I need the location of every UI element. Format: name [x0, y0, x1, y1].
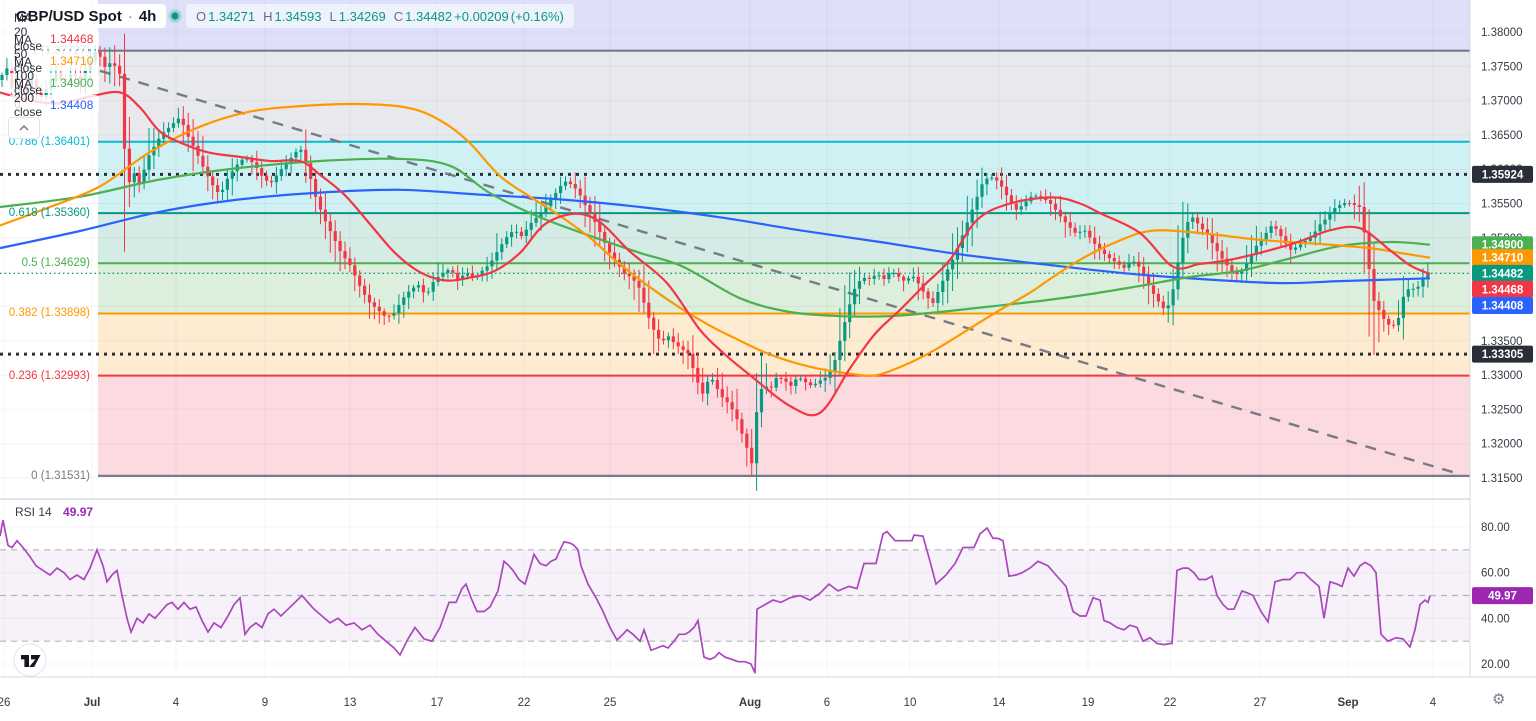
close-value: 1.34482	[405, 8, 453, 24]
svg-text:14: 14	[993, 697, 1006, 709]
rsi-legend[interactable]: RSI 14 49.97	[10, 504, 99, 520]
ma-200-label: MA 200 close 0	[14, 77, 43, 133]
svg-text:1.34710: 1.34710	[1482, 253, 1524, 265]
svg-text:Sep: Sep	[1337, 697, 1358, 709]
svg-text:1.33500: 1.33500	[1481, 336, 1523, 348]
svg-text:1.37000: 1.37000	[1481, 96, 1523, 108]
svg-text:40.00: 40.00	[1481, 613, 1510, 625]
svg-text:19: 19	[1082, 697, 1095, 709]
svg-text:1.34468: 1.34468	[1482, 284, 1524, 296]
svg-text:27: 27	[1254, 697, 1267, 709]
svg-text:4: 4	[173, 697, 180, 709]
svg-text:9: 9	[262, 697, 268, 709]
ma-50-legend[interactable]: MA 50 close 0 1.34710	[8, 33, 100, 89]
fib-label-0.382: 0.382 (1.33898)	[8, 307, 90, 319]
ma-200-value: 1.34408	[50, 98, 94, 112]
svg-text:1.35924: 1.35924	[1482, 169, 1524, 181]
fib-bands	[98, 0, 1470, 476]
ma100-line[interactable]	[0, 157, 1431, 318]
svg-text:1.34900: 1.34900	[1482, 240, 1524, 252]
fib-label-0.618: 0.618 (1.35360)	[8, 207, 90, 219]
ma-100-value: 1.34900	[50, 76, 94, 90]
svg-text:25: 25	[604, 697, 617, 709]
high-label: H	[263, 8, 273, 24]
chevron-up-icon	[19, 125, 29, 131]
svg-text:1.33305: 1.33305	[1482, 349, 1524, 361]
low-label: L	[329, 8, 337, 24]
open-label: O	[196, 8, 207, 24]
svg-text:13: 13	[344, 697, 357, 709]
svg-text:49.97: 49.97	[1488, 591, 1517, 603]
close-label: C	[393, 8, 404, 24]
trendline[interactable]	[99, 69, 1461, 476]
low-value: 1.34269	[338, 8, 386, 24]
svg-text:1.35500: 1.35500	[1481, 199, 1523, 211]
svg-text:Aug: Aug	[739, 697, 761, 709]
ma-50-value: 1.34710	[50, 54, 94, 68]
ma-50-label: MA 50 close 0	[14, 33, 43, 89]
svg-text:1.31500: 1.31500	[1481, 473, 1523, 485]
svg-text:60.00: 60.00	[1481, 568, 1510, 580]
ma50-line[interactable]	[0, 102, 1431, 377]
svg-text:Jul: Jul	[84, 697, 101, 709]
time-axis[interactable]	[0, 677, 1536, 721]
svg-text:1.32500: 1.32500	[1481, 404, 1523, 416]
svg-text:80.00: 80.00	[1481, 522, 1510, 534]
ma-20-legend[interactable]: MA 20 close 0 1.34468	[8, 11, 100, 67]
ma20-line[interactable]	[0, 90, 1431, 417]
rsi-axis-labels: 80.00 60.00 40.00 20.00	[1481, 522, 1510, 671]
symbol-interval: 4h	[138, 7, 157, 25]
price-axis[interactable]	[1470, 0, 1536, 677]
time-axis-labels: 26 Jul 4 9 13 17 22 25 Aug 6 10 14 19 22 27 Sep 4	[0, 697, 1437, 709]
svg-text:22: 22	[518, 697, 531, 709]
rsi-pane	[0, 519, 1470, 674]
high-value: 1.34593	[274, 8, 322, 24]
svg-text:17: 17	[431, 697, 444, 709]
svg-text:1.34482: 1.34482	[1482, 268, 1524, 280]
svg-text:1.34408: 1.34408	[1482, 301, 1524, 313]
svg-text:1.32000: 1.32000	[1481, 439, 1523, 451]
svg-text:26: 26	[0, 697, 10, 709]
ma-20-value: 1.34468	[50, 32, 94, 46]
rsi-label: RSI 14	[15, 505, 52, 519]
symbol-name: GBP/USD Spot	[16, 7, 122, 25]
fib-label-0: 0 (1.31531)	[31, 470, 90, 482]
symbol-title[interactable]: GBP/USD Spot · 4h	[6, 4, 167, 28]
svg-text:4: 4	[1430, 697, 1437, 709]
svg-text:10: 10	[904, 697, 917, 709]
fib-label-0.236: 0.236 (1.32993)	[8, 370, 90, 382]
svg-text:1.37500: 1.37500	[1481, 61, 1523, 73]
svg-text:20.00: 20.00	[1481, 659, 1510, 671]
svg-text:1.38000: 1.38000	[1481, 27, 1523, 39]
svg-text:1.33000: 1.33000	[1481, 370, 1523, 382]
market-status-icon	[168, 9, 182, 23]
legend-collapse-button[interactable]	[8, 117, 40, 139]
svg-text:22: 22	[1164, 697, 1177, 709]
gear-icon[interactable]: ⚙	[1492, 691, 1506, 708]
change-pct-value: (+0.16%)	[510, 8, 564, 24]
open-value: 1.34271	[208, 8, 256, 24]
rsi-line	[0, 519, 1431, 674]
change-value: +0.00209	[454, 8, 509, 24]
rsi-value: 49.97	[63, 505, 94, 519]
ma200-line[interactable]	[0, 188, 1431, 285]
fib-label-0.5: 0.5 (1.34629)	[21, 257, 90, 269]
ohlc-readout: O 1.34271 H 1.34593 L 1.34269 C 1.34482 +0.0…	[186, 4, 574, 28]
svg-text:6: 6	[824, 697, 830, 709]
tradingview-logo[interactable]	[12, 642, 48, 678]
ma-200-legend[interactable]: MA 200 close 0 1.34408	[8, 77, 100, 133]
ma-100-legend[interactable]: MA 100 close 0 1.34900	[8, 55, 100, 111]
svg-text:1.36500: 1.36500	[1481, 130, 1523, 142]
fib-label-0.786: 0.786 (1.36401)	[8, 136, 90, 148]
tv-logo-glyph	[21, 655, 29, 667]
symbol-separator: ·	[127, 7, 133, 25]
